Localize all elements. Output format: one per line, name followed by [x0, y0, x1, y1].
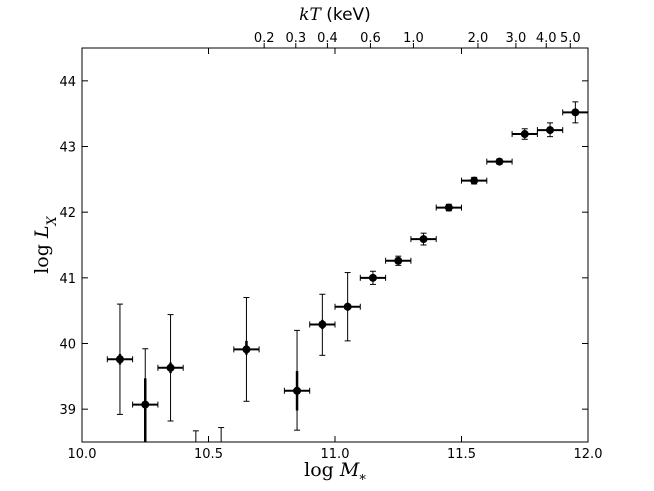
- data-point: [520, 130, 529, 139]
- x-tick-label: 11.0: [321, 447, 350, 462]
- data-point: [394, 256, 403, 265]
- y-tick-label: 44: [59, 75, 76, 90]
- top-tick-label: 0.4: [317, 31, 338, 46]
- data-point: [444, 203, 453, 212]
- data-point: [318, 320, 327, 329]
- data-point: [546, 126, 555, 135]
- data-point: [343, 302, 352, 311]
- y-axis-label: log LX: [31, 215, 60, 273]
- top-tick-label: 3.0: [506, 31, 527, 46]
- top-tick-label: 1.0: [403, 31, 424, 46]
- axis-ticks: [81, 43, 589, 442]
- data-point: [470, 176, 479, 185]
- plot-frame: [81, 47, 589, 443]
- top-tick-label: 0.2: [254, 31, 275, 46]
- x-axis-label: log M*: [304, 459, 366, 488]
- top-tick-label: 0.6: [360, 31, 381, 46]
- x-tick-label: 12.0: [574, 447, 603, 462]
- data-marks: [106, 101, 589, 443]
- y-tick-label: 41: [59, 272, 76, 287]
- top-tick-label: 4.0: [536, 31, 557, 46]
- y-tick-label: 43: [59, 141, 76, 156]
- data-point: [141, 400, 150, 409]
- data-point: [368, 273, 377, 282]
- data-point: [495, 157, 504, 166]
- data-point: [242, 345, 251, 354]
- data-point: [115, 355, 124, 364]
- x-tick-label: 11.5: [447, 447, 476, 462]
- data-point: [419, 235, 428, 244]
- y-tick-label: 39: [59, 403, 76, 418]
- top-tick-label: 0.3: [285, 31, 306, 46]
- data-point: [571, 108, 580, 117]
- y-tick-label: 42: [59, 206, 76, 221]
- x-tick-label: 10.0: [68, 447, 97, 462]
- top-tick-label: 2.0: [468, 31, 489, 46]
- data-point: [166, 363, 175, 372]
- data-point: [293, 386, 302, 395]
- top-tick-label: 5.0: [560, 31, 581, 46]
- y-tick-label: 40: [59, 338, 76, 353]
- tick-labels: 10.0 10.5 11.0 11.5 12.0 39 40 41 42 43 44 0.2 0.3 0.…: [59, 31, 602, 462]
- x-tick-label: 10.5: [194, 447, 223, 462]
- top-axis-label: kT (keV): [299, 5, 371, 25]
